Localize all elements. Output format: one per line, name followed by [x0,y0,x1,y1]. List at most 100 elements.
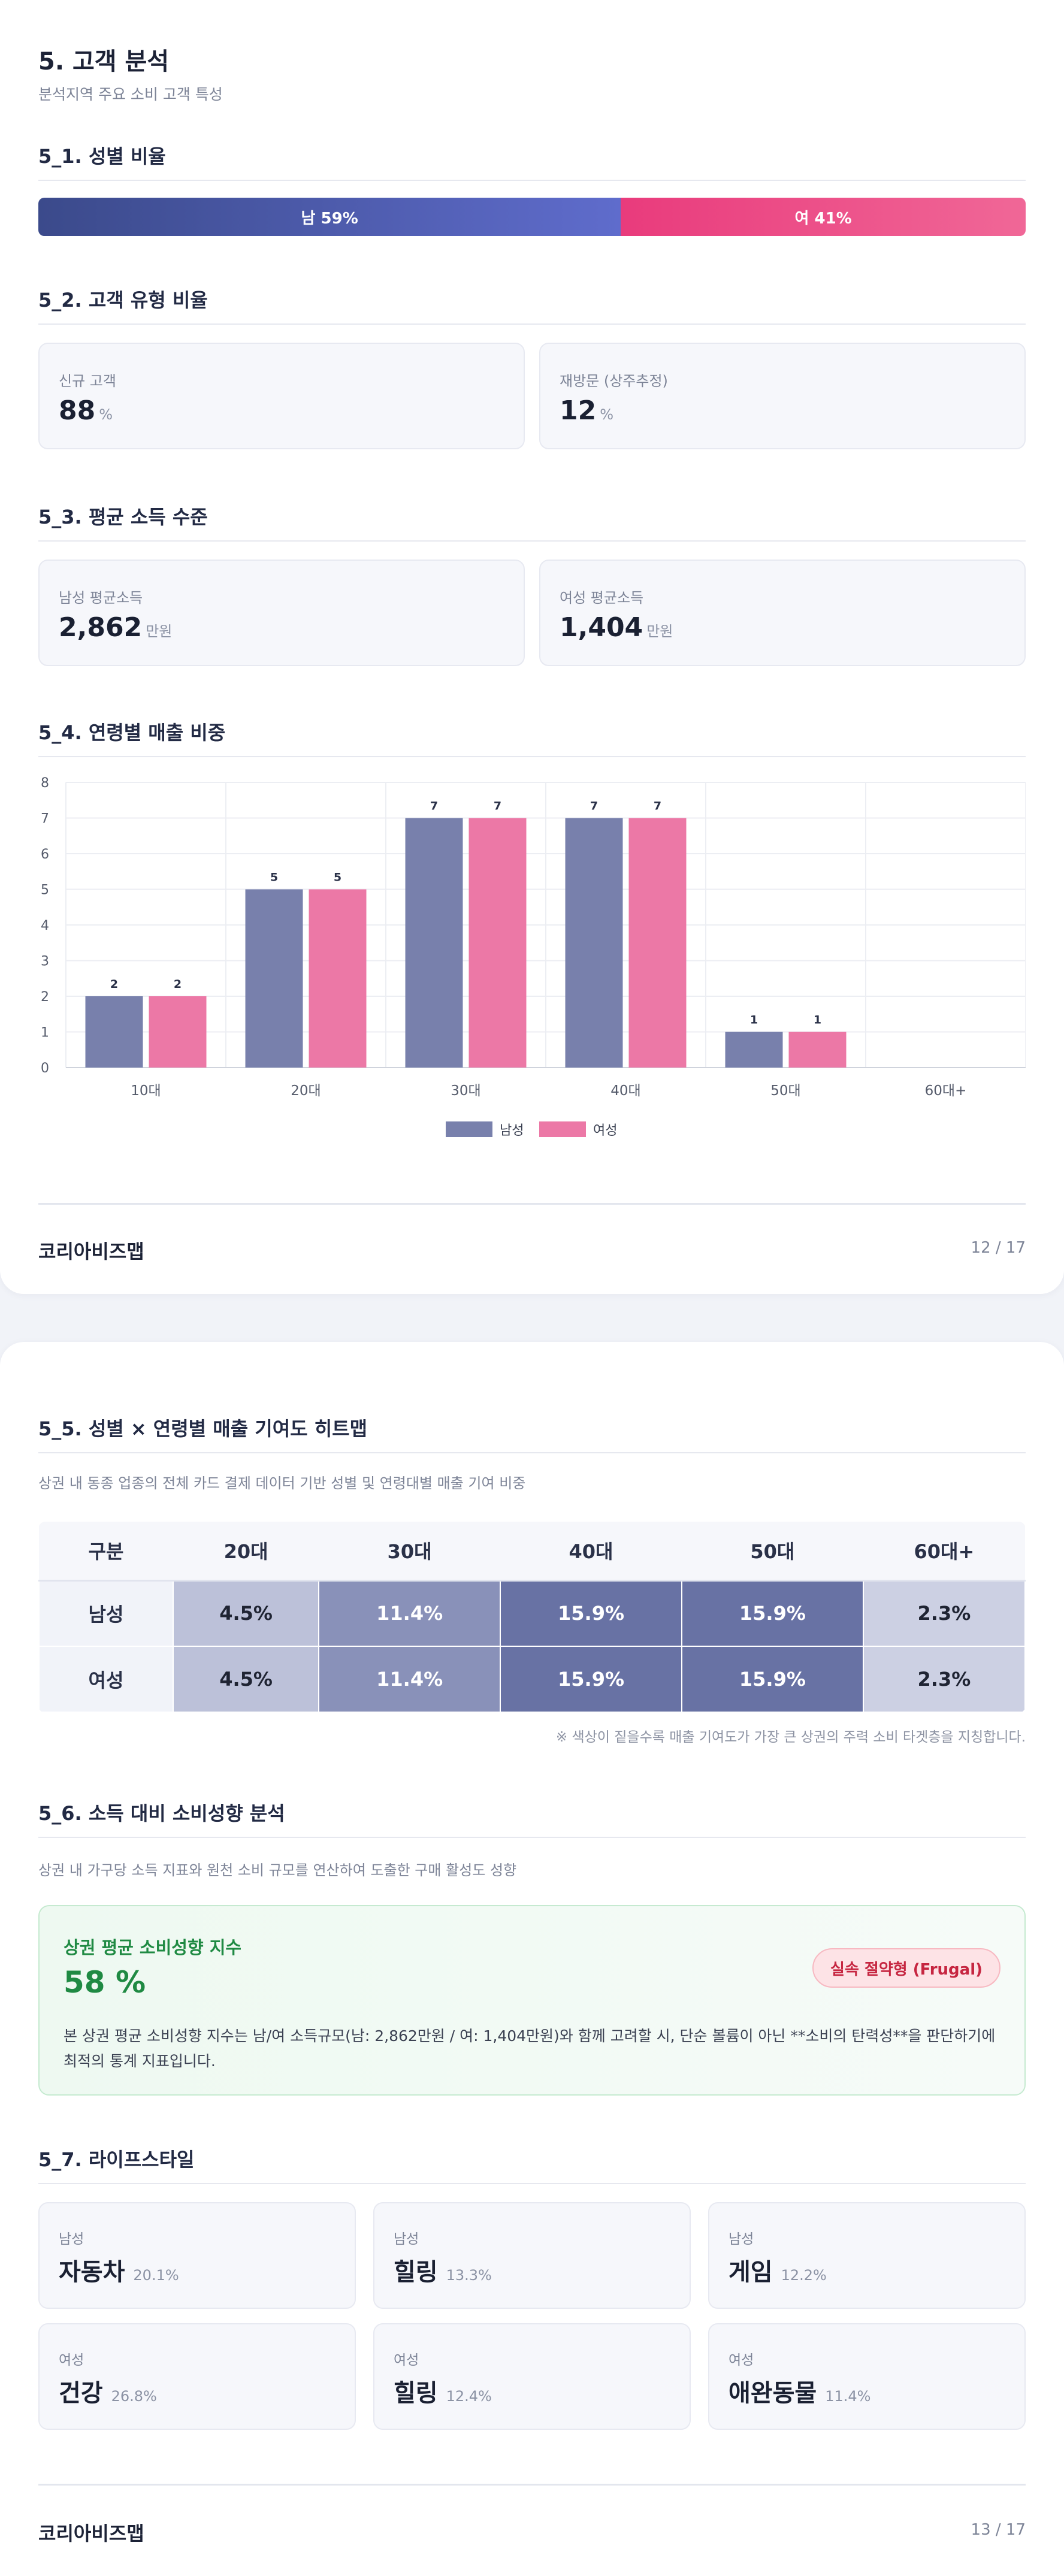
bar [788,1032,847,1068]
y-tick-label: 0 [41,1061,49,1076]
bar [628,818,687,1068]
lifestyle-percent: 20.1% [133,2267,179,2284]
data-label: 7 [654,800,661,813]
new-customer-card: 신규 고객 88 % [38,343,525,449]
spending-description: 상권 내 가구당 소득 지표와 원천 소비 규모를 연산하여 도출한 구매 활성… [38,1862,517,1879]
stat-number: 12 [560,395,597,426]
legend-swatch [539,1121,586,1137]
data-label: 2 [174,978,182,991]
income-heading: 5_3. 평균 소득 수준 [38,506,208,528]
lifestyle-card: 여성 애완동물 11.4% [708,2323,1026,2430]
page-number: 13 / 17 [971,2521,1026,2539]
divider [38,180,1026,181]
bar [85,996,143,1068]
footer-divider [38,1203,1026,1205]
lifestyle-name: 게임 [729,2258,773,2286]
stat-unit: % [99,406,113,423]
y-tick-label: 2 [41,990,49,1005]
data-label: 7 [590,800,598,813]
lifestyle-row: 힐링 12.4% [394,2374,492,2408]
index-title: 상권 평균 소비성향 지수 [64,1937,242,1958]
lifestyle-percent: 12.2% [781,2267,827,2284]
lifestyle-name: 힐링 [394,2380,438,2407]
female-income-card: 여성 평균소득 1,404 만원 [539,560,1026,666]
column-header: 30대 [319,1522,501,1582]
report-page-13: 5_5. 성별 × 연령별 매출 기여도 히트맵 상권 내 동종 업종의 전체 … [0,1342,1064,2576]
heatmap-heading: 5_5. 성별 × 연령별 매출 기여도 히트맵 [38,1417,368,1440]
data-label: 7 [494,800,501,813]
heatmap-cell: 2.3% [862,1646,1026,1713]
table-row: 여성 4.5% 11.4% 15.9% 15.9% 2.3% [38,1646,1026,1713]
stat-unit: 만원 [646,623,673,640]
age-sales-heading: 5_4. 연령별 매출 비중 [38,721,226,744]
lifestyle-name: 힐링 [394,2258,438,2286]
x-tick-label: 60대+ [925,1083,967,1099]
gender-ratio-heading: 5_1. 성별 비율 [38,145,166,168]
male-share-segment: 남 59% [38,198,621,236]
lifestyle-name: 애완동물 [729,2380,817,2407]
column-header: 60대+ [863,1522,1025,1582]
lifestyle-gender: 여성 [729,2353,754,2368]
row-header: 남성 [38,1580,174,1647]
data-label: 7 [430,800,438,813]
lifestyle-card: 남성 힐링 13.3% [373,2202,691,2309]
spending-heading: 5_6. 소득 대비 소비성향 분석 [38,1802,285,1825]
heatmap-cell: 4.5% [172,1580,320,1647]
stat-value: 88 % [59,395,113,426]
lifestyle-name: 건강 [59,2380,103,2407]
spending-type-badge: 실속 절약형 (Frugal) [812,1948,1000,1988]
bar [149,996,207,1068]
lifestyle-row: 건강 26.8% [59,2374,157,2408]
stat-label: 재방문 (상주추정) [560,373,668,389]
age-sales-chart: 0 1 2 3 4 5 6 7 8 10대 2 2 20대 5 5 30대 7 7 40대 7 7 50대 1 1 60대+ 남성… [38,773,1026,1144]
lifestyle-name: 자동차 [59,2258,125,2286]
column-header: 50대 [681,1522,863,1582]
heatmap-description: 상권 내 동종 업종의 전체 카드 결제 데이터 기반 성별 및 연령대별 매출… [38,1475,526,1492]
stat-value: 12 % [560,395,613,426]
index-explanation: 본 상권 평균 소비성향 지수는 남/여 소득규모(남: 2,862만원 / 여… [64,2027,996,2070]
lifestyle-row: 자동차 20.1% [59,2253,179,2287]
heatmap-header-row: 구분 20대 30대 40대 50대 60대+ [39,1522,1025,1582]
y-tick-label: 6 [41,847,49,862]
data-label: 1 [750,1014,758,1027]
heatmap-cell: 15.9% [500,1646,682,1713]
data-label: 5 [270,871,278,884]
lifestyle-percent: 13.3% [446,2267,492,2284]
lifestyle-gender: 여성 [59,2353,84,2368]
bar [309,889,367,1068]
heatmap-cell: 15.9% [500,1580,682,1647]
divider [38,2183,1026,2184]
customer-type-heading: 5_2. 고객 유형 비율 [38,289,208,312]
heatmap-cell: 11.4% [318,1580,501,1647]
report-page-12: 5. 고객 분석 분석지역 주요 소비 고객 특성 5_1. 성별 비율 남 5… [0,0,1064,1294]
x-tick-label: 50대 [770,1083,800,1099]
lifestyle-card: 여성 건강 26.8% [38,2323,356,2430]
section-subtitle: 분석지역 주요 소비 고객 특성 [38,86,223,103]
x-tick-label: 40대 [610,1083,640,1099]
lifestyle-row: 힐링 13.3% [394,2253,492,2287]
female-share-segment: 여 41% [621,198,1026,236]
x-tick-label: 30대 [451,1083,480,1099]
lifestyle-gender: 남성 [59,2232,84,2247]
lifestyle-percent: 11.4% [825,2388,871,2405]
y-tick-label: 7 [41,812,49,827]
legend-label: 여성 [593,1123,617,1138]
age-sales-chart-svg: 0 1 2 3 4 5 6 7 8 10대 2 2 20대 5 5 30대 7 7 40대 7 7 50대 1 1 60대+ 남성… [41,776,1026,1138]
lifestyle-heading: 5_7. 라이프스타일 [38,2148,195,2171]
heatmap-cell: 15.9% [681,1580,864,1647]
gender-ratio-bar: 남 59% 여 41% [38,198,1026,236]
y-tick-label: 8 [41,776,49,791]
heatmap-cell: 15.9% [681,1646,864,1713]
divider [38,1452,1026,1453]
lifestyle-card: 남성 자동차 20.1% [38,2202,356,2309]
bar [245,889,303,1068]
y-tick-label: 4 [41,918,49,933]
returning-customer-card: 재방문 (상주추정) 12 % [539,343,1026,449]
data-label: 1 [814,1014,821,1027]
x-tick-label: 10대 [131,1083,161,1099]
lifestyle-card: 여성 힐링 12.4% [373,2323,691,2430]
stat-unit: % [600,406,614,423]
lifestyle-gender: 남성 [729,2232,754,2247]
y-tick-label: 5 [41,883,49,898]
lifestyle-percent: 26.8% [111,2388,157,2405]
